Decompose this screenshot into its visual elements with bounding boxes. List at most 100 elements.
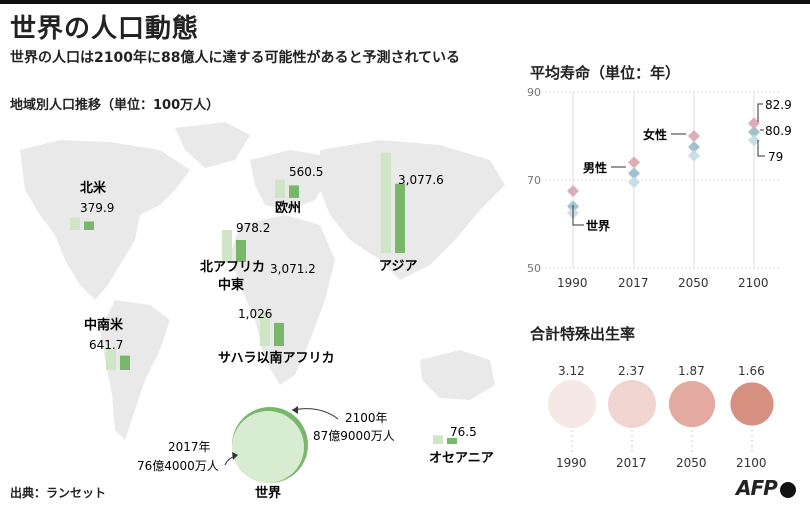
label-subsaharan-value-b: 3,071.2 [270, 262, 316, 276]
le-xtick-2100: 2100 [738, 276, 769, 290]
north-america-shape [20, 140, 190, 300]
region-bar-3 [236, 239, 246, 262]
le-annot-male-2100: 79 [768, 150, 783, 164]
le-point-2-0 [567, 185, 579, 197]
le-point-2-1 [628, 156, 640, 169]
le-series-female-label: 女性 [643, 127, 667, 142]
region-bars [70, 152, 457, 444]
fertility-marks: 3.12 1990 2.37 2017 1.87 2050 1.66 2100 [548, 364, 774, 470]
region-bar-4 [274, 322, 284, 346]
life-expectancy-grid: 90 70 50 1990 2017 2050 2100 [527, 86, 780, 290]
le-point-2-2 [688, 130, 700, 142]
region-bar-5 [395, 183, 405, 253]
le-point-1-0 [567, 207, 579, 219]
africa-shape [230, 215, 335, 385]
le-annot-female-2100: 82.9 [765, 98, 792, 112]
world-2017-pointer-head [232, 452, 238, 460]
region-bar-light-4 [260, 312, 270, 346]
page-subtitle: 世界の人口は2100年に88億人に達する可能性があると予測されている [10, 50, 461, 66]
map-chart-title: 地域別人口推移（単位：100万人） [10, 98, 220, 113]
region-bar-1 [120, 355, 130, 370]
fertility-xtick-1990: 1990 [556, 456, 587, 470]
le-point-1-2 [688, 149, 700, 162]
le-xtick-1990: 1990 [557, 276, 588, 290]
le-xtick-2050: 2050 [678, 276, 709, 290]
fertility-bubble-2100 [730, 382, 774, 426]
le-point-0-1 [628, 167, 640, 180]
fertility-value-2017: 2.37 [618, 364, 645, 378]
label-mena-name: 北アフリカ [200, 260, 265, 275]
label-asia-name: アジア [379, 259, 417, 274]
australia-shape [420, 350, 495, 400]
top-rule [0, 0, 810, 4]
label-mena-name2: 中東 [218, 277, 244, 293]
le-series-male-label: 男性 [583, 160, 607, 175]
label-north-america-value: 379.9 [80, 201, 114, 215]
europe-shape [250, 150, 330, 210]
fertility-bubble-1990 [548, 380, 596, 428]
region-bar-light-0 [70, 217, 80, 230]
fertility-value-2100: 1.66 [738, 364, 765, 378]
le-annot-female-leader [757, 103, 763, 122]
le-point-2-3 [748, 117, 760, 130]
world-2017-circle [232, 411, 304, 483]
world-name: 世界 [255, 485, 281, 501]
south-america-shape [100, 300, 170, 440]
fertility-xtick-2100: 2100 [736, 456, 767, 470]
label-europe-name: 欧州 [275, 200, 301, 216]
fertility-value-2050: 1.87 [678, 364, 705, 378]
fertility-bubble-2050 [668, 380, 716, 428]
world-total-bubbles: 世界 2100年 87億9000万人 2017年 76億4000万人 [137, 406, 395, 501]
region-bar-light-3 [222, 230, 232, 262]
le-point-0-0 [567, 200, 579, 213]
fertility-value-1990: 3.12 [558, 364, 585, 378]
region-bar-2 [289, 185, 299, 198]
label-north-america-name: 北米 [80, 180, 107, 196]
label-latin-america-name: 中南米 [84, 317, 124, 333]
region-labels: 北米 379.9 中南米 641.7 560.5 欧州 978.2 北アフリカ … [80, 165, 494, 466]
le-series-world-label: 世界 [586, 218, 610, 233]
region-bar-light-6 [433, 435, 443, 444]
label-subsaharan-name: サハラ以南アフリカ [218, 350, 334, 366]
region-bar-light-5 [381, 152, 391, 253]
label-latin-america-value: 641.7 [89, 338, 123, 352]
le-point-1-3 [748, 134, 760, 147]
label-subsaharan-value-a: 1,026 [238, 307, 272, 321]
label-oceania-name: オセアニア [429, 451, 494, 466]
source-note: 出典：ランセット [10, 486, 107, 500]
fertility-title: 合計特殊出生率 [530, 325, 636, 343]
label-asia-value: 3,077.6 [398, 173, 444, 187]
asia-shape [320, 140, 505, 280]
world-population-map: 北米 379.9 中南米 641.7 560.5 欧州 978.2 北アフリカ … [20, 122, 505, 501]
world-2100-year: 2100年 [345, 411, 388, 425]
afp-logo-dot [779, 481, 796, 498]
le-ytick-90: 90 [527, 86, 541, 99]
life-expectancy-marks [567, 117, 760, 219]
region-bar-6 [447, 438, 457, 444]
world-2017-year: 2017年 [168, 440, 211, 454]
fertility-xtick-2017: 2017 [616, 456, 647, 470]
region-bar-light-2 [275, 179, 285, 198]
le-ytick-50: 50 [527, 262, 541, 275]
greenland-shape [175, 122, 250, 168]
label-europe-value: 560.5 [289, 165, 323, 179]
region-bar-0 [84, 221, 94, 230]
page-title: 世界の人口動態 [10, 14, 200, 44]
le-ytick-70: 70 [527, 174, 541, 187]
le-point-0-3 [748, 126, 760, 139]
fertility-xtick-2050: 2050 [676, 456, 707, 470]
world-2100-value: 87億9000万人 [313, 429, 395, 443]
world-map-shapes [20, 122, 505, 440]
fertility-bubble-2017 [608, 380, 656, 428]
afp-logo: AFP [736, 476, 796, 500]
world-2100-pointer-head [292, 406, 298, 414]
label-oceania-value: 76.5 [450, 425, 477, 439]
afp-logo-text: AFP [736, 476, 778, 500]
le-point-0-2 [688, 141, 700, 153]
world-2017-value: 76億4000万人 [137, 459, 219, 473]
le-xtick-2017: 2017 [618, 276, 649, 290]
le-world-leader [572, 205, 584, 226]
life-expectancy-annotations: 世界 男性 女性 82.9 80.9 79 [572, 98, 792, 233]
world-2100-pointer [291, 408, 339, 420]
region-bar-light-1 [106, 349, 116, 370]
